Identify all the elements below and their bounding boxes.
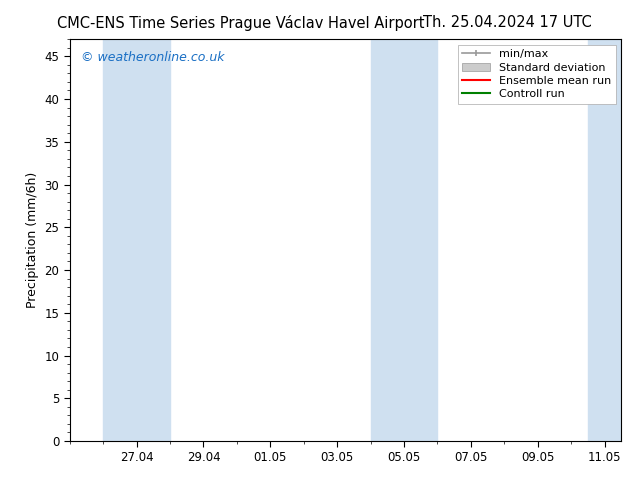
Text: Th. 25.04.2024 17 UTC: Th. 25.04.2024 17 UTC: [423, 15, 592, 30]
Text: © weatheronline.co.uk: © weatheronline.co.uk: [81, 51, 224, 64]
Legend: min/max, Standard deviation, Ensemble mean run, Controll run: min/max, Standard deviation, Ensemble me…: [458, 45, 616, 104]
Y-axis label: Precipitation (mm/6h): Precipitation (mm/6h): [26, 172, 39, 308]
Text: CMC-ENS Time Series Prague Václav Havel Airport: CMC-ENS Time Series Prague Václav Havel …: [57, 15, 425, 31]
Bar: [588, 39, 621, 441]
Bar: [103, 39, 170, 441]
Bar: [371, 39, 437, 441]
